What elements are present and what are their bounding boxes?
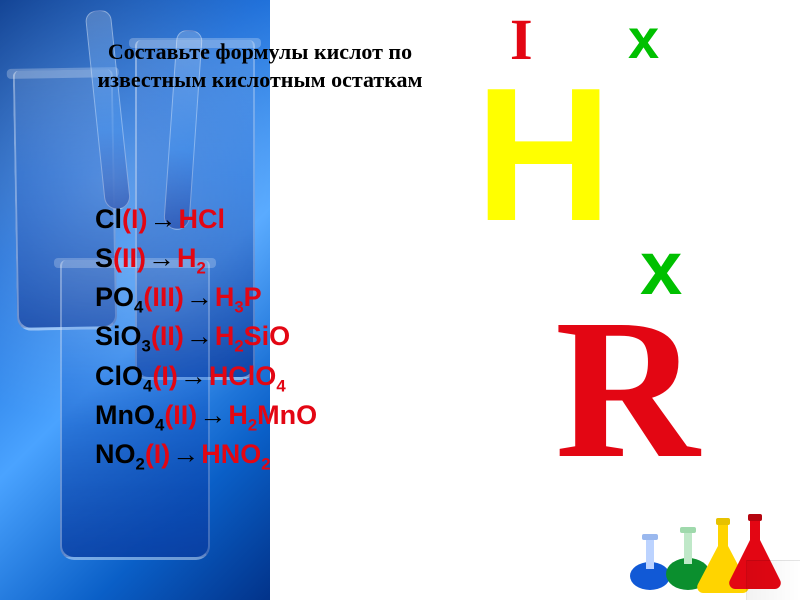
- valence: (I): [145, 439, 170, 469]
- symbol-R: R: [555, 290, 699, 490]
- residue: PO4: [95, 282, 143, 312]
- residue: MnO4: [95, 400, 164, 430]
- formula-list: Cl(I)→HClS(II)→H2PO4(III)→H3PSiO3(II)→H2…: [95, 200, 317, 474]
- product: H3P: [215, 282, 262, 312]
- valence: (II): [164, 400, 197, 430]
- product: H2: [177, 243, 206, 273]
- valence: (III): [143, 282, 184, 312]
- product: HNO2: [201, 439, 270, 469]
- page-corner-decoration: [746, 560, 800, 600]
- valence: (I): [152, 361, 177, 391]
- formula-row: S(II)→H2: [95, 239, 317, 278]
- valence: (I): [122, 204, 147, 234]
- valence: (II): [113, 243, 146, 273]
- formula-row: Cl(I)→HCl: [95, 200, 317, 239]
- slide-title: Составьте формулы кислот по известным ки…: [95, 38, 425, 93]
- symbol-x-top: x: [628, 6, 659, 71]
- arrow-icon: →: [147, 204, 178, 234]
- formula-row: NO2(I)→HNO2: [95, 435, 317, 474]
- residue: ClO4: [95, 361, 152, 391]
- product: H2SiO: [215, 321, 290, 351]
- residue: S: [95, 243, 113, 273]
- arrow-icon: →: [178, 361, 209, 391]
- formula-row: PO4(III)→H3P: [95, 278, 317, 317]
- formula-row: SiO3(II)→H2SiO: [95, 317, 317, 356]
- arrow-icon: →: [184, 321, 215, 351]
- product: HClO4: [209, 361, 286, 391]
- arrow-icon: →: [146, 243, 177, 273]
- flask-icon: [630, 534, 670, 590]
- arrow-icon: →: [197, 400, 228, 430]
- slide: Составьте формулы кислот по известным ки…: [0, 0, 800, 600]
- product: HCl: [178, 204, 225, 234]
- residue: NO2: [95, 439, 145, 469]
- arrow-icon: →: [170, 439, 201, 469]
- formula-row: MnO4(II)→H2MnO: [95, 396, 317, 435]
- valence: (II): [151, 321, 184, 351]
- symbol-H: H: [475, 60, 612, 250]
- product: H2MnO: [228, 400, 317, 430]
- residue: Cl: [95, 204, 122, 234]
- arrow-icon: →: [184, 282, 215, 312]
- residue: SiO3: [95, 321, 151, 351]
- formula-row: ClO4(I)→HClO4: [95, 357, 317, 396]
